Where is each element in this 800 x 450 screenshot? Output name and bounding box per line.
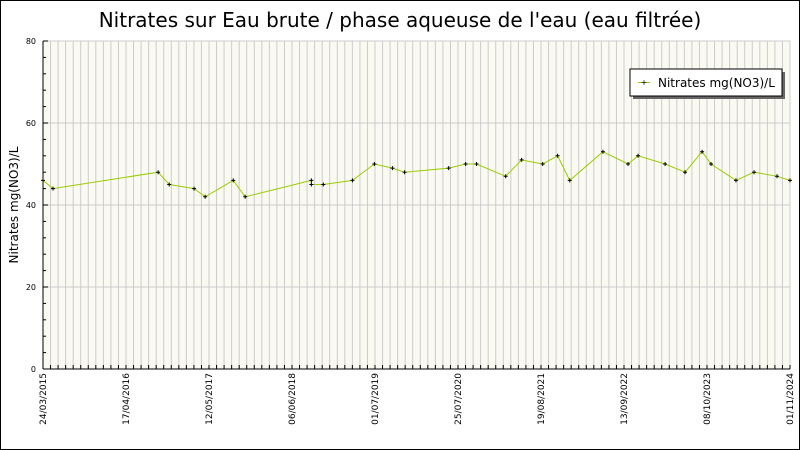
data-point [156,170,161,175]
x-tick-label: 01/11/2024 [786,373,796,425]
y-tick-label: 0 [31,365,36,374]
x-tick-label: 13/09/2022 [620,373,630,425]
legend: + Nitrates mg(NO3)/L [629,68,785,99]
x-tick-label: 25/07/2020 [454,373,464,425]
x-tick-label: 01/07/2019 [371,373,381,425]
y-tick-label: 20 [26,283,36,292]
data-point [402,170,407,175]
chart-title: Nitrates sur Eau brute / phase aqueuse d… [99,8,702,32]
data-point [626,162,631,166]
legend-label: Nitrates mg(NO3)/L [658,76,775,90]
data-point [309,182,314,187]
axes: 0 20 40 60 80 24/03/2015 17/04/2016 12/05/2017 0… [26,37,796,425]
data-point [321,182,326,187]
data-point [519,157,524,162]
data-point [663,162,668,166]
x-tick-label: 24/03/2015 [39,373,49,425]
y-tick-label: 40 [26,201,36,210]
data-point [775,174,780,179]
legend-box [629,68,783,97]
x-tick-label: 06/06/2018 [288,373,298,425]
x-tick-label: 12/05/2017 [205,373,215,425]
data-point [390,166,395,171]
data-point [231,178,236,183]
data-point [41,178,45,183]
series-nitrates [41,149,792,199]
data-point [788,178,792,183]
data-point [463,162,468,166]
legend-marker: + [641,78,648,87]
x-tick-label: 08/10/2023 [703,373,713,425]
data-point [503,174,508,179]
data-point [752,170,757,175]
data-point [51,186,56,191]
data-point [350,178,355,183]
data-point [600,149,605,154]
data-point [474,162,479,166]
data-point [372,162,377,166]
data-point [540,162,545,166]
x-tick-label: 17/04/2016 [122,373,132,425]
data-point [446,166,451,171]
data-point [636,153,641,158]
data-point [709,162,714,166]
data-point [243,194,248,199]
data-point [700,149,705,154]
series-line [42,150,791,198]
data-point [309,178,314,183]
grid [42,40,791,370]
data-point [192,186,197,191]
data-point [683,170,688,175]
data-point [567,178,572,183]
data-point [167,182,172,187]
data-point [733,178,738,183]
data-point [555,153,560,158]
y-tick-label: 60 [26,119,36,128]
data-point [203,194,208,199]
x-tick-label: 19/08/2021 [537,373,547,425]
y-tick-label: 80 [26,37,36,46]
y-axis-label: Nitrates mg(NO3)/L [7,146,21,263]
